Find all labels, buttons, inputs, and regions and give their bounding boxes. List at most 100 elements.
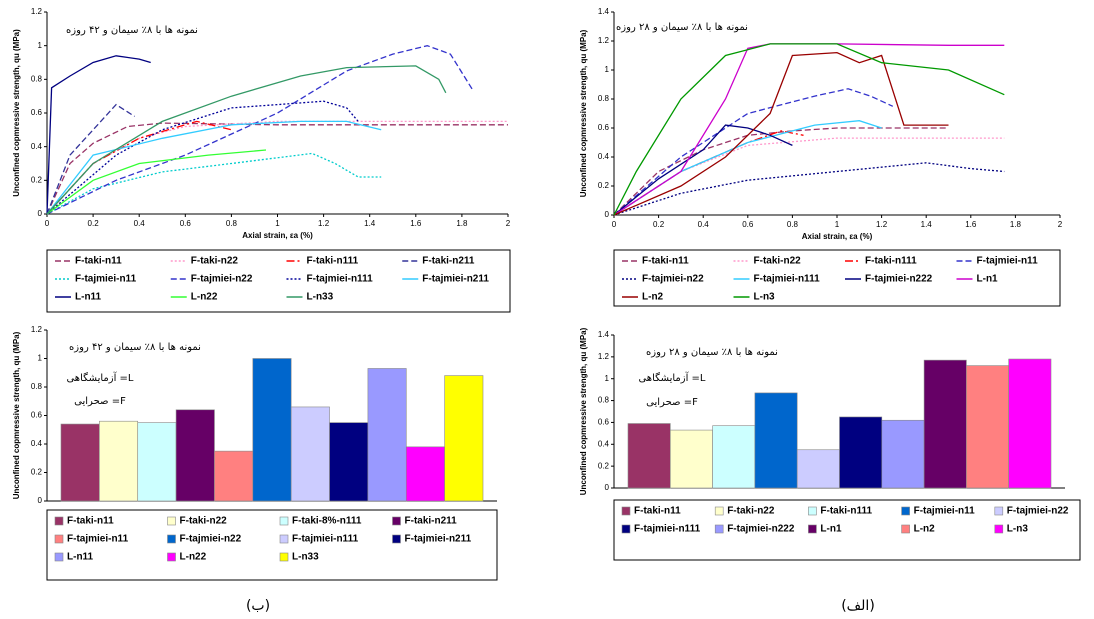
series-line — [46, 65, 447, 215]
x-axis-title: Axial strain, εa (%) — [802, 232, 873, 241]
series-line — [613, 43, 1005, 216]
x-tick-label: 2 — [1058, 220, 1063, 229]
note: صحرایی =F — [646, 397, 698, 408]
y-tick-label: 1 — [38, 41, 43, 50]
annotation: نمونه ها با ۸٪ سیمان و ۴۲ روزه — [69, 342, 201, 353]
legend-swatch — [808, 524, 817, 534]
x-tick-label: 0.2 — [653, 220, 665, 229]
annotation: نمونه ها با ۸٪ سیمان و ۴۲ روزه — [66, 25, 198, 36]
y-tick-label: 1.4 — [598, 7, 610, 16]
y-tick-label: 0 — [605, 210, 610, 219]
legend-swatch — [54, 516, 64, 526]
series-line — [46, 122, 508, 215]
series-line — [46, 45, 474, 215]
legend-label: F-taki-8%-n111 — [292, 516, 362, 527]
bar — [60, 423, 100, 502]
note: صحرایی =F — [74, 396, 126, 407]
note: آزمایشگاهی =L — [638, 371, 705, 384]
legend-label: F-taki-n11 — [642, 256, 689, 267]
x-tick-label: 1 — [275, 219, 280, 228]
x-tick-label: 2 — [506, 219, 511, 228]
legend-label: L-n3 — [754, 292, 776, 303]
legend-label: L-n33 — [292, 552, 319, 563]
legend-label: F-taki-n22 — [191, 256, 239, 267]
legend-label: F-tajmiei-n111 — [307, 274, 374, 285]
legend-label: L-n2 — [642, 292, 664, 303]
annotation: نمونه ها با ۸٪ سیمان و ۲۸ روزه — [646, 347, 778, 358]
legend-label: L-n11 — [75, 292, 102, 303]
series-line — [46, 103, 135, 215]
bar — [367, 368, 407, 502]
x-tick-label: 0 — [45, 219, 50, 228]
legend-label: F-taki-n22 — [754, 256, 802, 267]
legend-label: F-taki-n11 — [634, 506, 681, 517]
bar — [444, 375, 484, 502]
legend-label: F-taki-n11 — [75, 256, 122, 267]
legend-label: F-tajmiei-n22 — [180, 534, 242, 545]
legend-label: L-n1 — [977, 274, 999, 285]
bar — [175, 409, 215, 502]
series-line — [613, 43, 1005, 216]
x-tick-label: 1.6 — [965, 220, 977, 229]
x-tick-label: 0 — [612, 220, 617, 229]
series-line — [46, 120, 382, 215]
x-axis-title: Axial strain, εa (%) — [242, 231, 313, 240]
y-axis-title: Unconfined copmressive strength, qu (MPa… — [12, 331, 21, 499]
legend-label: F-taki-n211 — [422, 256, 475, 267]
legend-label: L-n1 — [820, 524, 842, 535]
legend-label: L-n11 — [67, 552, 94, 563]
y-tick-label: 0.2 — [31, 175, 43, 184]
legend-swatch — [994, 524, 1004, 534]
y-axis-title: Unconfined copmressive strength, qu (MPa… — [12, 29, 21, 197]
legend-label: F-taki-n11 — [67, 516, 114, 527]
legend-label: F-tajmiei-n11 — [914, 506, 976, 517]
bar — [881, 419, 925, 489]
legend-swatch — [392, 534, 401, 544]
x-tick-label: 0.8 — [787, 220, 799, 229]
legend-label: L-n22 — [180, 552, 207, 563]
bar — [754, 392, 798, 489]
legend-swatch — [54, 534, 64, 544]
x-tick-label: 1.2 — [876, 220, 888, 229]
bar — [405, 446, 445, 502]
note: آزمایشگاهی =L — [66, 371, 133, 384]
legend-label: F-tajmiei-n111 — [754, 274, 821, 285]
legend-box — [46, 509, 498, 581]
x-tick-label: 0.6 — [180, 219, 192, 228]
y-tick-label: 0.8 — [31, 382, 43, 391]
legend-label: F-taki-n111 — [307, 256, 359, 267]
series-line — [613, 127, 949, 216]
y-tick-label: 0.8 — [31, 74, 43, 83]
legend-box — [46, 249, 511, 313]
x-tick-label: 1.8 — [456, 219, 468, 228]
legend-swatch — [279, 516, 289, 526]
y-tick-label: 0.4 — [598, 152, 610, 161]
legend-label: F-tajmiei-n222 — [727, 524, 795, 535]
legend-box — [613, 249, 1061, 307]
y-tick-label: 0.2 — [598, 461, 610, 470]
series-line — [46, 152, 382, 215]
bar — [712, 425, 756, 489]
legend-label: F-tajmiei-n22 — [642, 274, 704, 285]
series-line — [46, 120, 232, 215]
y-tick-label: 0.2 — [31, 468, 43, 477]
series-line — [613, 162, 1005, 216]
y-tick-label: 0.4 — [598, 439, 610, 448]
bar — [669, 429, 713, 489]
legend-label: F-tajmiei-n22 — [1007, 506, 1069, 517]
legend-label: F-taki-n22 — [180, 516, 228, 527]
bar — [923, 359, 967, 489]
y-tick-label: 0 — [38, 209, 43, 218]
series-line — [46, 149, 267, 215]
y-tick-label: 0.6 — [598, 418, 610, 427]
legend-label: L-n33 — [307, 292, 334, 303]
y-axis-title: Unconfined copmressive strength, qu (MPa… — [579, 327, 588, 495]
y-tick-label: 0.6 — [31, 108, 43, 117]
x-tick-label: 1 — [835, 220, 840, 229]
y-axis-title: Unconfined copmressive strength, qu (MPa… — [579, 29, 588, 197]
y-tick-label: 0.6 — [598, 123, 610, 132]
legend-label: F-tajmiei-n11 — [977, 256, 1039, 267]
legend-label: F-tajmiei-n222 — [865, 274, 933, 285]
x-tick-label: 0.6 — [742, 220, 754, 229]
